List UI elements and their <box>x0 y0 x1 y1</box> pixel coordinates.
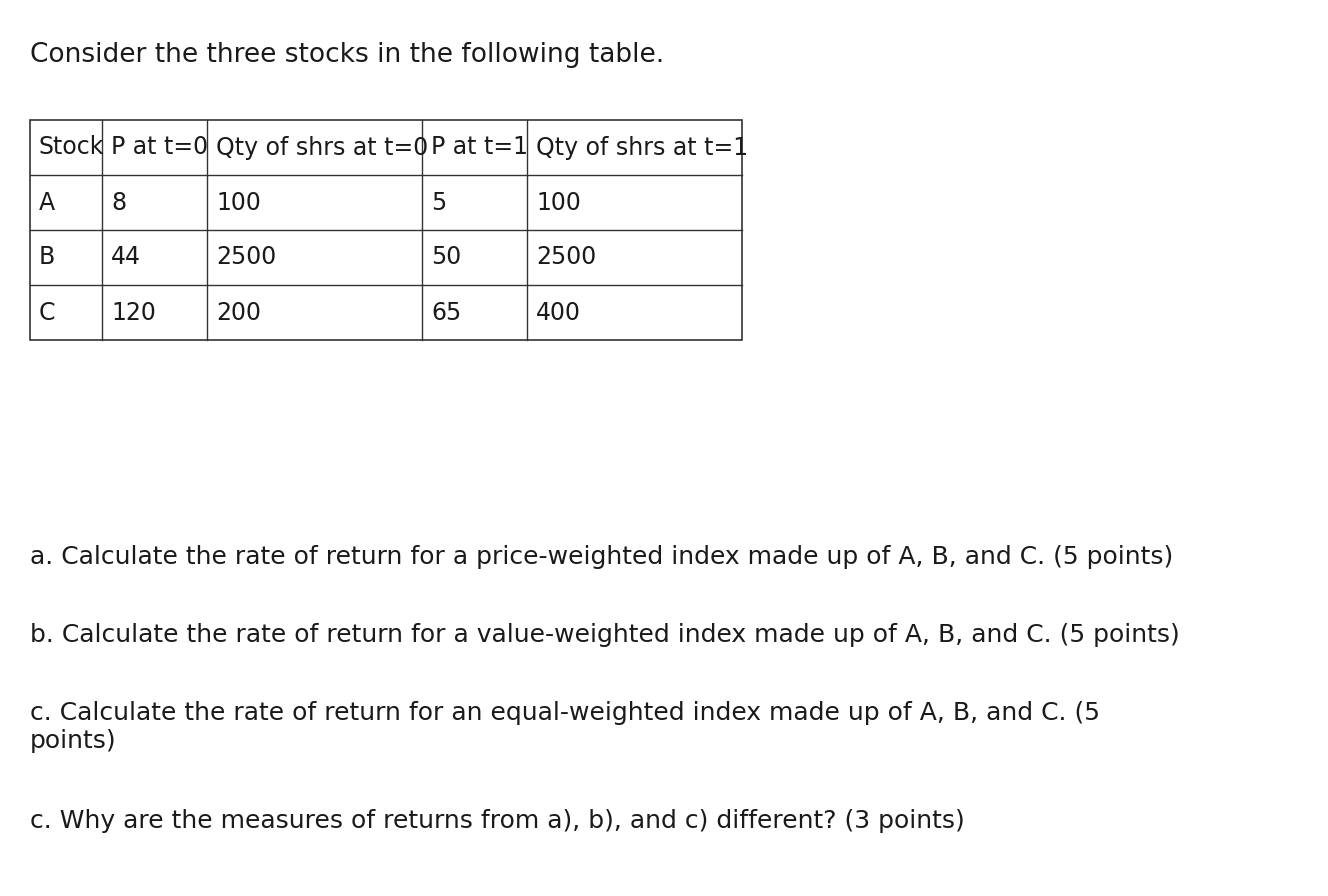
Text: Qty of shrs at t=0: Qty of shrs at t=0 <box>216 135 428 159</box>
Text: Qty of shrs at t=1: Qty of shrs at t=1 <box>537 135 748 159</box>
Text: 65: 65 <box>432 300 461 324</box>
Text: 200: 200 <box>216 300 262 324</box>
Text: Consider the three stocks in the following table.: Consider the three stocks in the followi… <box>31 42 664 68</box>
Text: 50: 50 <box>432 246 461 270</box>
Text: c. Calculate the rate of return for an equal-weighted index made up of A, B, and: c. Calculate the rate of return for an e… <box>31 701 1100 753</box>
Text: 2500: 2500 <box>537 246 596 270</box>
Text: c. Why are the measures of returns from a), b), and c) different? (3 points): c. Why are the measures of returns from … <box>31 809 964 833</box>
Text: 44: 44 <box>112 246 141 270</box>
Text: P at t=1: P at t=1 <box>432 135 529 159</box>
Text: b. Calculate the rate of return for a value-weighted index made up of A, B, and : b. Calculate the rate of return for a va… <box>31 623 1179 647</box>
Text: A: A <box>39 191 56 214</box>
Text: 400: 400 <box>537 300 582 324</box>
Text: Stock: Stock <box>39 135 105 159</box>
Text: 120: 120 <box>112 300 155 324</box>
Bar <box>31 120 742 340</box>
Text: 5: 5 <box>432 191 446 214</box>
Text: 100: 100 <box>537 191 580 214</box>
Text: 2500: 2500 <box>216 246 276 270</box>
Text: 8: 8 <box>112 191 126 214</box>
Text: P at t=0: P at t=0 <box>112 135 208 159</box>
Text: 100: 100 <box>216 191 260 214</box>
Text: a. Calculate the rate of return for a price-weighted index made up of A, B, and : a. Calculate the rate of return for a pr… <box>31 545 1173 569</box>
Text: B: B <box>39 246 56 270</box>
Text: C: C <box>39 300 56 324</box>
